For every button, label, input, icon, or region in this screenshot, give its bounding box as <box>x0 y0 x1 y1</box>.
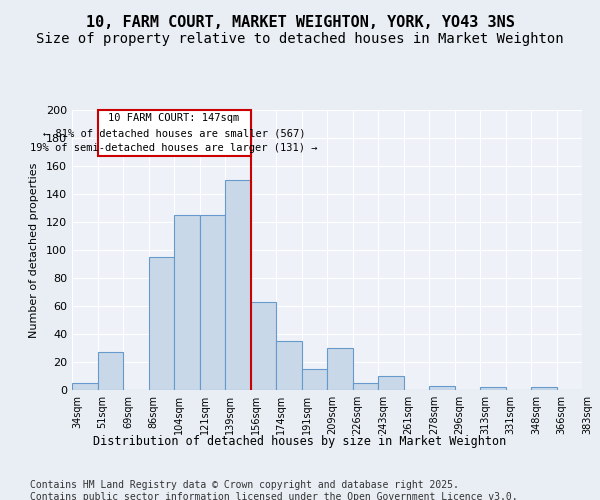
Bar <box>378 376 404 390</box>
Bar <box>251 302 276 390</box>
Bar <box>149 257 174 390</box>
Text: Size of property relative to detached houses in Market Weighton: Size of property relative to detached ho… <box>36 32 564 46</box>
Bar <box>480 387 505 390</box>
Text: Contains HM Land Registry data © Crown copyright and database right 2025.
Contai: Contains HM Land Registry data © Crown c… <box>30 480 518 500</box>
Bar <box>225 180 251 390</box>
Bar <box>174 215 199 390</box>
Bar <box>97 352 123 390</box>
Text: Distribution of detached houses by size in Market Weighton: Distribution of detached houses by size … <box>94 435 506 448</box>
Bar <box>531 387 557 390</box>
Y-axis label: Number of detached properties: Number of detached properties <box>29 162 39 338</box>
Bar <box>327 348 353 390</box>
Text: 10 FARM COURT: 147sqm
← 81% of detached houses are smaller (567)
19% of semi-det: 10 FARM COURT: 147sqm ← 81% of detached … <box>30 114 318 153</box>
Bar <box>199 215 225 390</box>
FancyBboxPatch shape <box>97 110 251 156</box>
Text: 10, FARM COURT, MARKET WEIGHTON, YORK, YO43 3NS: 10, FARM COURT, MARKET WEIGHTON, YORK, Y… <box>86 15 514 30</box>
Bar <box>429 386 455 390</box>
Bar <box>72 383 97 390</box>
Bar <box>302 369 327 390</box>
Bar <box>276 341 302 390</box>
Bar <box>353 383 378 390</box>
